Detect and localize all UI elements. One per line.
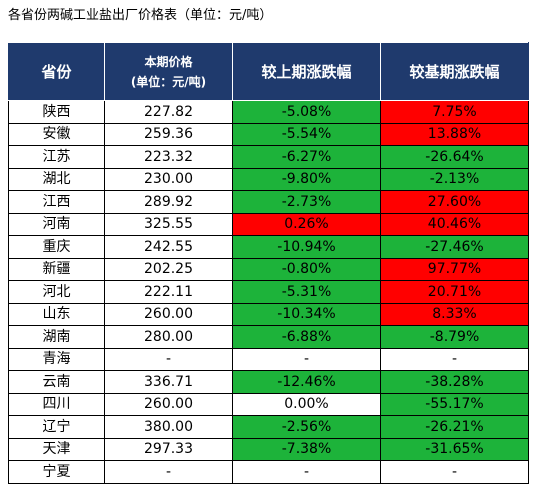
table-row: 湖北 230.00 -9.80% -2.13%: [8, 167, 529, 191]
price-cell: 260.00: [104, 392, 233, 416]
mom-change-cell: 0.26%: [232, 212, 381, 236]
base-change-cell: -26.21%: [380, 415, 529, 439]
header-mom-change: 较上期涨跌幅: [232, 42, 381, 101]
mom-change-cell: -6.88%: [232, 325, 381, 349]
table-row: 宁夏 - - -: [8, 460, 529, 484]
price-cell: 227.82: [104, 100, 233, 124]
price-cell: 289.92: [104, 190, 233, 214]
table-row: 湖南 280.00 -6.88% -8.79%: [8, 325, 529, 349]
table-row: 四川 260.00 0.00% -55.17%: [8, 392, 529, 416]
province-cell: 陕西: [8, 100, 105, 124]
table-row: 重庆 242.55 -10.94% -27.46%: [8, 235, 529, 259]
mom-change-cell: -0.80%: [232, 257, 381, 281]
table-row: 河南 325.55 0.26% 40.46%: [8, 212, 529, 236]
table-row: 天津 297.33 -7.38% -31.65%: [8, 437, 529, 461]
province-cell: 江西: [8, 190, 105, 214]
mom-change-cell: -12.46%: [232, 370, 381, 394]
province-cell: 天津: [8, 437, 105, 461]
province-cell: 湖南: [8, 325, 105, 349]
price-cell: 223.32: [104, 145, 233, 169]
header-province: 省份: [8, 42, 105, 101]
table-row: 江西 289.92 -2.73% 27.60%: [8, 190, 529, 214]
price-cell: 222.11: [104, 280, 233, 304]
base-change-cell: 20.71%: [380, 280, 529, 304]
price-cell: 202.25: [104, 257, 233, 281]
province-cell: 青海: [8, 347, 105, 371]
province-cell: 云南: [8, 370, 105, 394]
base-change-cell: 13.88%: [380, 122, 529, 146]
mom-change-cell: 0.00%: [232, 392, 381, 416]
mom-change-cell: -6.27%: [232, 145, 381, 169]
base-change-cell: -: [380, 347, 529, 371]
base-change-cell: -31.65%: [380, 437, 529, 461]
mom-change-cell: -7.38%: [232, 437, 381, 461]
table-row: 青海 - - -: [8, 347, 529, 371]
base-change-cell: -8.79%: [380, 325, 529, 349]
province-cell: 辽宁: [8, 415, 105, 439]
base-change-cell: -55.17%: [380, 392, 529, 416]
table-row: 辽宁 380.00 -2.56% -26.21%: [8, 415, 529, 439]
mom-change-cell: -5.54%: [232, 122, 381, 146]
province-cell: 河南: [8, 212, 105, 236]
price-cell: 336.71: [104, 370, 233, 394]
base-change-cell: -38.28%: [380, 370, 529, 394]
price-cell: 380.00: [104, 415, 233, 439]
base-change-cell: 97.77%: [380, 257, 529, 281]
table-row: 安徽 259.36 -5.54% 13.88%: [8, 122, 529, 146]
price-cell: 242.55: [104, 235, 233, 259]
province-cell: 重庆: [8, 235, 105, 259]
base-change-cell: -26.64%: [380, 145, 529, 169]
province-cell: 宁夏: [8, 460, 105, 484]
price-table: 省份 本期价格 (单位：元/吨) 较上期涨跌幅 较基期涨跌幅 陕西 227.82-…: [8, 42, 529, 484]
header-price: 本期价格 (单位：元/吨): [104, 42, 233, 101]
province-cell: 安徽: [8, 122, 105, 146]
mom-change-cell: -9.80%: [232, 167, 381, 191]
table-row: 河北 222.11 -5.31% 20.71%: [8, 280, 529, 304]
header-base-change: 较基期涨跌幅: [380, 42, 529, 101]
base-change-cell: 27.60%: [380, 190, 529, 214]
base-change-cell: 8.33%: [380, 302, 529, 326]
mom-change-cell: -5.08%: [232, 100, 381, 124]
province-cell: 四川: [8, 392, 105, 416]
base-change-cell: -: [380, 460, 529, 484]
base-change-cell: -27.46%: [380, 235, 529, 259]
table-body: 陕西 227.82 -5.08% 7.75% 安徽 259.36 -5.54% 13.88% 江…: [8, 100, 529, 484]
mom-change-cell: -: [232, 460, 381, 484]
mom-change-cell: -10.94%: [232, 235, 381, 259]
price-cell: 297.33: [104, 437, 233, 461]
page-title: 各省份两碱工业盐出厂价格表（单位：元/吨）: [8, 8, 273, 23]
price-cell: -: [104, 347, 233, 371]
header-row: 省份 本期价格 (单位：元/吨) 较上期涨跌幅 较基期涨跌幅: [8, 42, 529, 101]
mom-change-cell: -2.73%: [232, 190, 381, 214]
mom-change-cell: -: [232, 347, 381, 371]
price-cell: 259.36: [104, 122, 233, 146]
price-cell: 260.00: [104, 302, 233, 326]
base-change-cell: 7.75%: [380, 100, 529, 124]
province-cell: 山东: [8, 302, 105, 326]
table-row: 新疆 202.25 -0.80% 97.77%: [8, 257, 529, 281]
header-price-line2: (单位：元/吨): [130, 74, 207, 89]
table-row: 云南 336.71 -12.46% -38.28%: [8, 370, 529, 394]
table-row: 江苏 223.32 -6.27% -26.64%: [8, 145, 529, 169]
base-change-cell: 40.46%: [380, 212, 529, 236]
table-row: 山东 260.00 -10.34% 8.33%: [8, 302, 529, 326]
base-change-cell: -2.13%: [380, 167, 529, 191]
price-cell: -: [104, 460, 233, 484]
header-price-line1: 本期价格: [144, 54, 193, 69]
mom-change-cell: -10.34%: [232, 302, 381, 326]
province-cell: 湖北: [8, 167, 105, 191]
mom-change-cell: -5.31%: [232, 280, 381, 304]
province-cell: 江苏: [8, 145, 105, 169]
province-cell: 新疆: [8, 257, 105, 281]
mom-change-cell: -2.56%: [232, 415, 381, 439]
price-cell: 230.00: [104, 167, 233, 191]
province-cell: 河北: [8, 280, 105, 304]
price-cell: 280.00: [104, 325, 233, 349]
table-row: 陕西 227.82 -5.08% 7.75%: [8, 100, 529, 124]
price-cell: 325.55: [104, 212, 233, 236]
